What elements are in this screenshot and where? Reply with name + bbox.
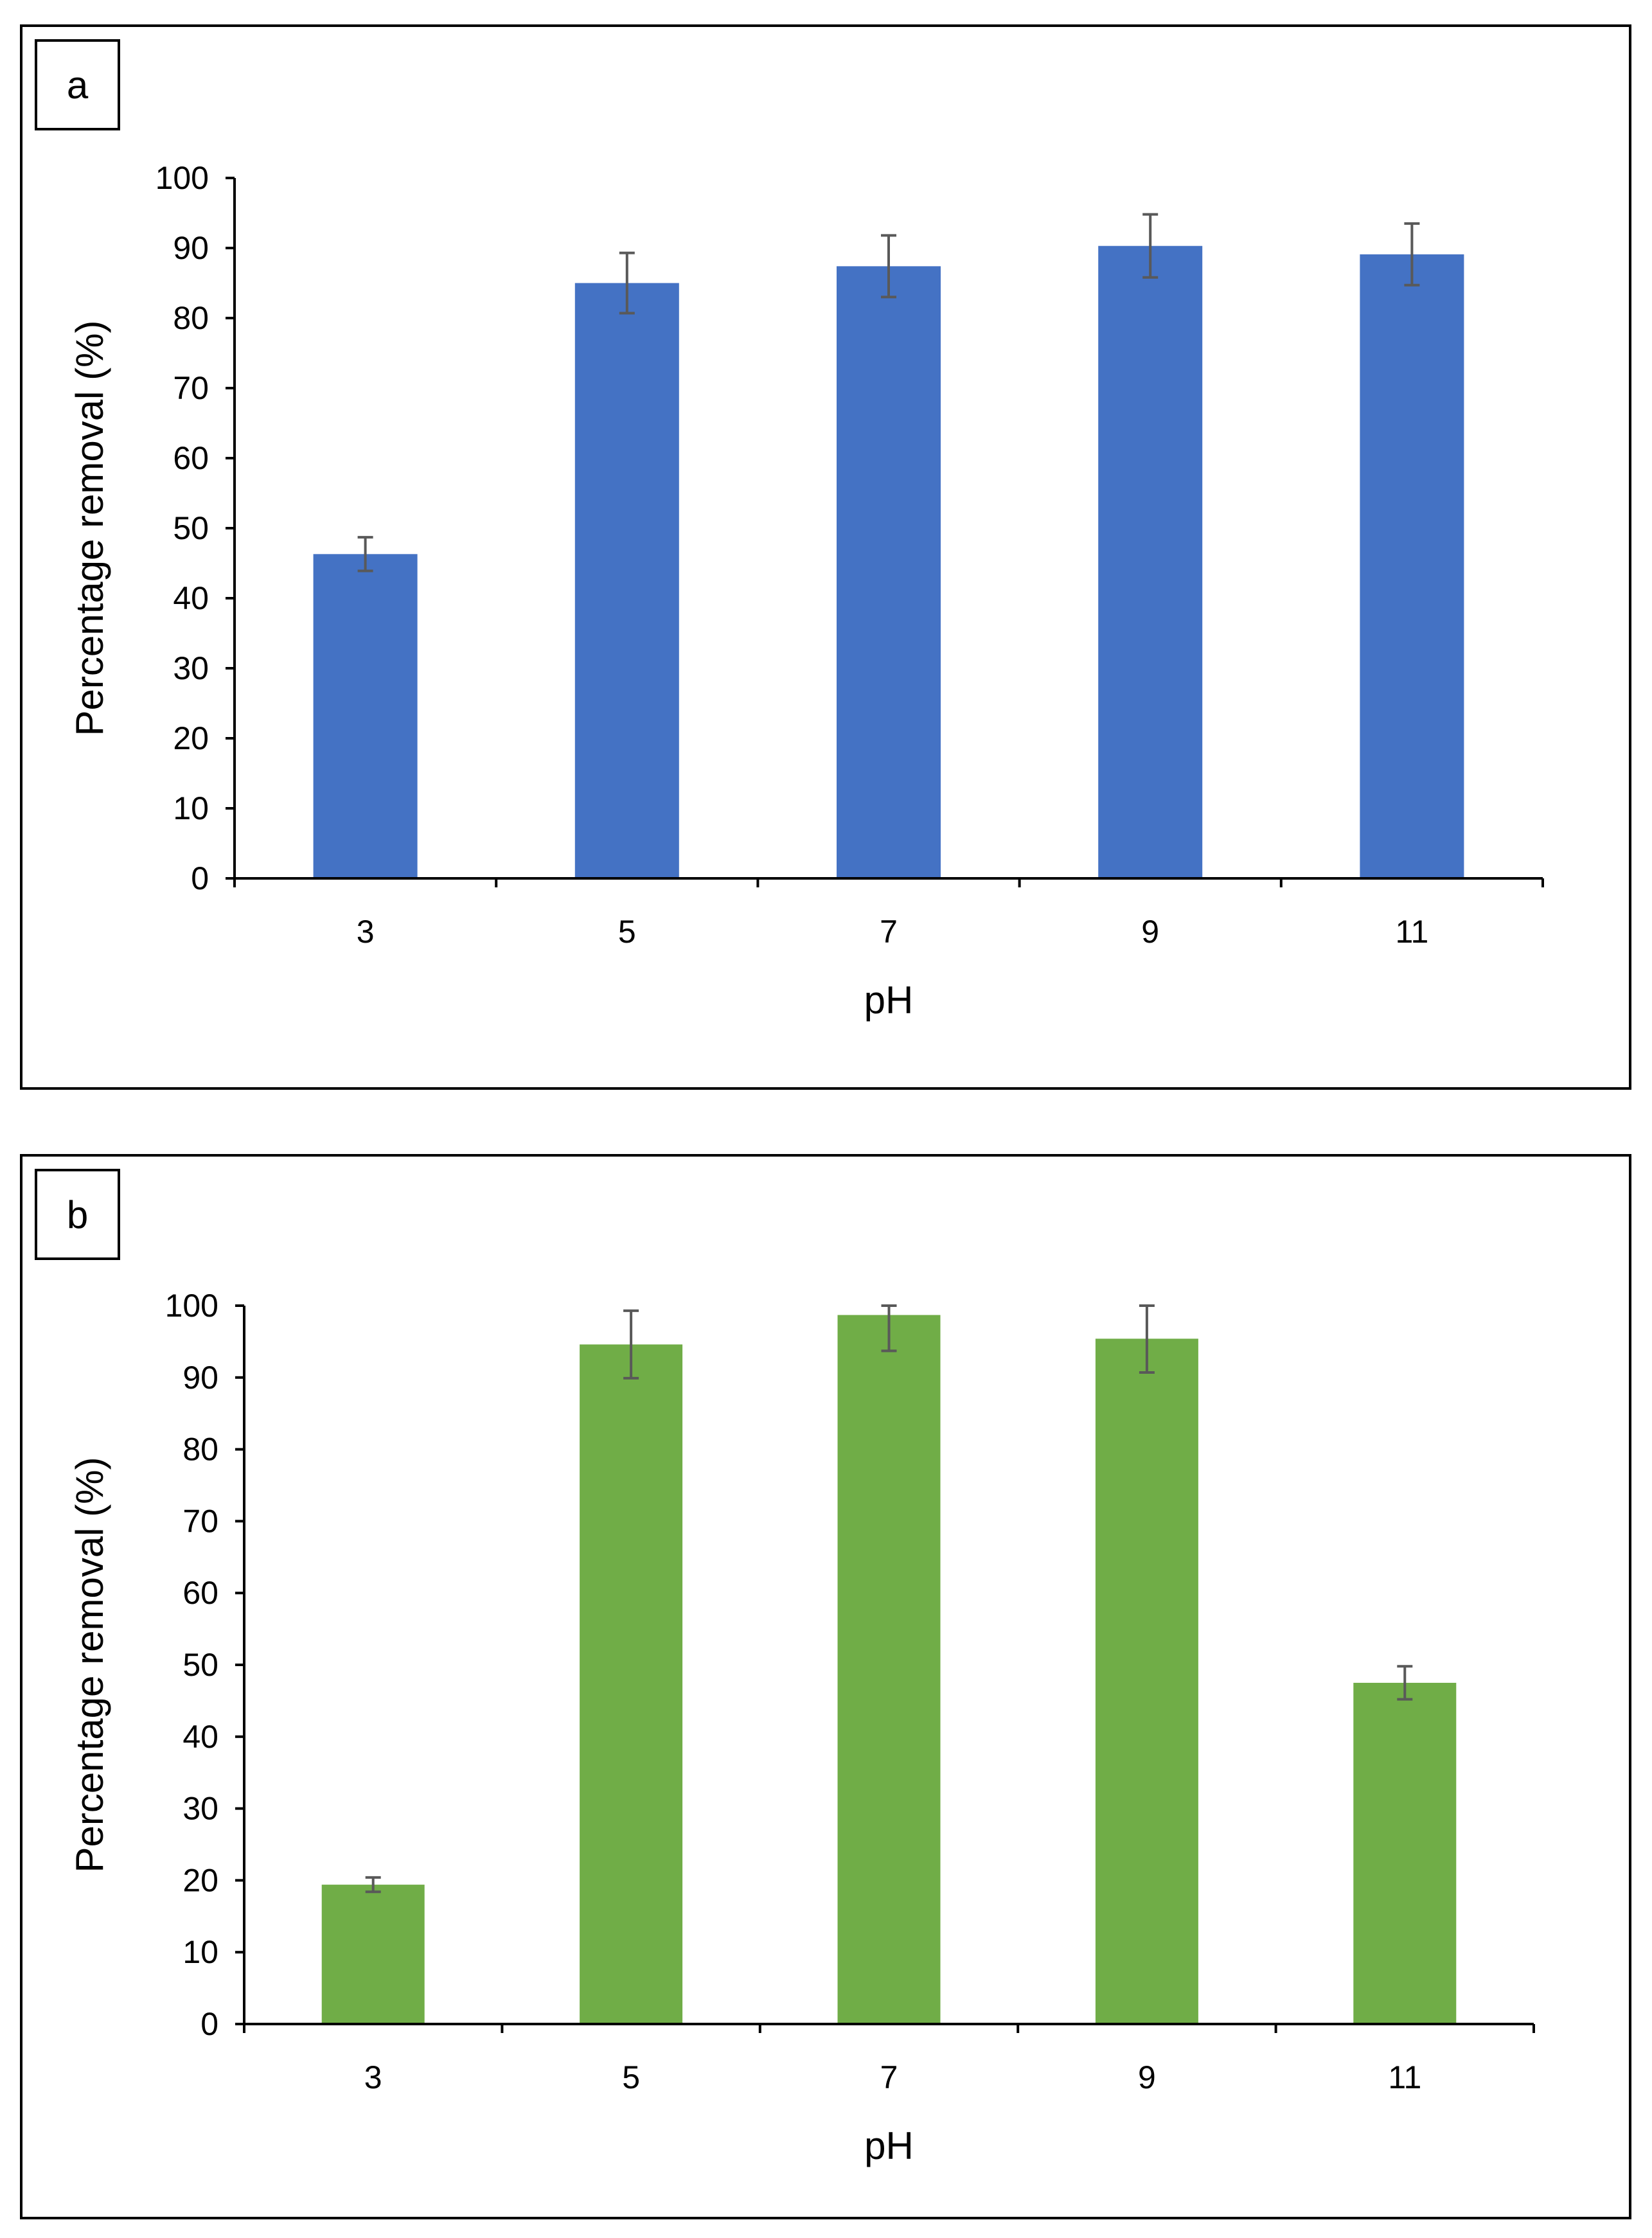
panel-label-b: b <box>35 1169 120 1260</box>
chart-panel-a: a 0 10 20 30 40 50 60 70 80 90 100 3 5 7 9 11 pH Percenta… <box>20 24 1631 1090</box>
y-tick-label-b-10: 10 <box>182 1934 218 1970</box>
y-tick-label-b-30: 30 <box>182 1791 218 1827</box>
y-tick-label-b-100: 100 <box>165 1288 218 1324</box>
y-tick-label-a-40: 40 <box>173 580 209 616</box>
y-tick-label-a-70: 70 <box>173 370 209 406</box>
bar-a-ph-9 <box>1098 245 1203 879</box>
x-tick-label-a-ph-9: 9 <box>1141 914 1159 950</box>
y-axis-title-a: Percentage removal (%) <box>68 321 111 736</box>
x-tick-label-b-ph-7: 7 <box>880 2059 898 2095</box>
x-tick-label-a-ph-11: 11 <box>1395 914 1428 950</box>
y-tick-label-a-100: 100 <box>155 160 209 196</box>
chart-panel-b: b 0 10 20 30 40 50 60 70 80 90 100 3 5 7 9 11 pH Percenta… <box>20 1154 1631 2219</box>
y-tick-label-b-70: 70 <box>182 1503 218 1539</box>
y-tick-label-a-30: 30 <box>173 650 209 686</box>
y-tick-label-a-20: 20 <box>173 720 209 756</box>
y-tick-label-a-50: 50 <box>173 510 209 546</box>
bar-b-ph-3 <box>321 1885 425 2024</box>
x-tick-label-b-ph-11: 11 <box>1388 2059 1421 2095</box>
y-tick-label-b-60: 60 <box>182 1575 218 1611</box>
y-axis-title-b: Percentage removal (%) <box>68 1457 111 1873</box>
y-tick-label-a-10: 10 <box>173 790 209 826</box>
bar-a-ph-7 <box>837 266 941 879</box>
y-tick-label-a-80: 80 <box>173 300 209 336</box>
x-tick-label-b-ph-5: 5 <box>622 2059 640 2095</box>
x-tick-label-b-ph-3: 3 <box>364 2059 382 2095</box>
bar-b-ph-11 <box>1353 1682 1457 2024</box>
y-tick-label-a-90: 90 <box>173 230 209 266</box>
y-tick-label-a-0: 0 <box>191 860 209 896</box>
y-tick-label-b-0: 0 <box>200 2006 218 2042</box>
x-axis-title-b: pH <box>864 2124 914 2167</box>
y-tick-label-b-90: 90 <box>182 1360 218 1396</box>
x-tick-label-a-ph-5: 5 <box>618 914 636 950</box>
bar-chart-a: 0 10 20 30 40 50 60 70 80 90 100 3 5 7 9 11 pH Percentage… <box>68 160 1544 1022</box>
y-tick-label-a-60: 60 <box>173 440 209 476</box>
x-tick-label-a-ph-3: 3 <box>357 914 375 950</box>
bar-a-ph-5 <box>574 283 679 878</box>
panel-label-a: a <box>35 39 120 130</box>
bar-a-ph-3 <box>313 554 418 878</box>
y-tick-label-b-40: 40 <box>182 1719 218 1755</box>
bar-b-ph-5 <box>580 1344 683 2024</box>
bar-b-ph-9 <box>1095 1338 1198 2024</box>
x-axis-title-a: pH <box>864 979 914 1022</box>
bar-b-ph-7 <box>837 1315 941 2024</box>
bar-a-ph-11 <box>1360 254 1464 878</box>
y-tick-label-b-20: 20 <box>182 1862 218 1898</box>
y-tick-label-b-80: 80 <box>182 1432 218 1468</box>
bar-chart-b: 0 10 20 30 40 50 60 70 80 90 100 3 5 7 9 11 pH Percentage… <box>68 1288 1535 2167</box>
x-tick-label-b-ph-9: 9 <box>1138 2059 1156 2095</box>
y-tick-label-b-50: 50 <box>182 1647 218 1683</box>
x-tick-label-a-ph-7: 7 <box>880 914 898 950</box>
